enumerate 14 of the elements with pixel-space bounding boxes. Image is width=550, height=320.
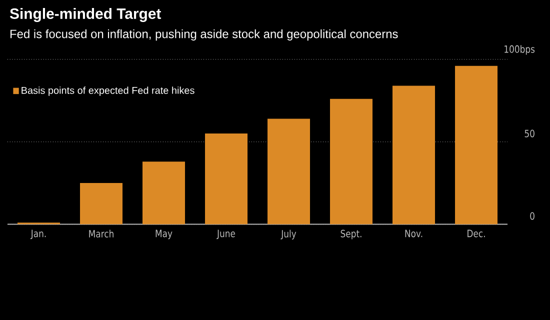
y-tick-label: 0 xyxy=(530,212,534,220)
x-tick-label: July xyxy=(280,230,296,240)
y-tick-label: 100bps xyxy=(504,45,535,55)
chart-subtitle: Fed is focused on inflation, pushing aside stock and geopolitical concerns xyxy=(10,29,398,41)
y-tick-label: 50 xyxy=(524,130,534,138)
x-tick-label: Sept. xyxy=(340,230,362,240)
legend-label: Basis points of expected Fed rate hikes xyxy=(22,86,194,96)
x-tick-label: May xyxy=(156,230,172,240)
x-tick-label: Jan. xyxy=(30,230,46,240)
x-tick-label: Dec. xyxy=(468,230,485,238)
x-tick-label: Nov. xyxy=(405,230,422,238)
x-tick-label: March xyxy=(89,230,114,238)
chart-title: Single-minded Target xyxy=(10,8,162,22)
x-tick-label: June xyxy=(216,230,236,240)
